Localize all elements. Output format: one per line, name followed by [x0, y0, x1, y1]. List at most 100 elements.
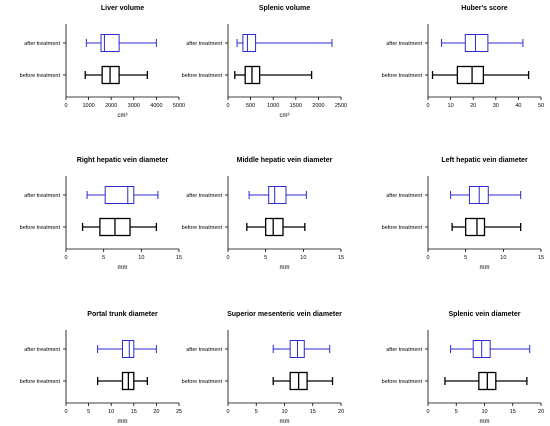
- x-tick-label: 4000: [150, 103, 162, 109]
- panel-title: Huber's score: [461, 5, 508, 12]
- x-tick-label: 10: [281, 409, 287, 415]
- x-tick-label: 0: [426, 103, 429, 109]
- chart-panel: Superior mesenteric vein diameter 0 5 10 15 2…: [182, 311, 344, 425]
- iqr-box: [456, 65, 485, 85]
- x-tick-label: 0: [64, 255, 67, 261]
- x-tick-label: 15: [510, 409, 516, 415]
- panel-title: Splenic volume: [259, 5, 310, 12]
- x-tick-label: 20: [153, 409, 159, 415]
- box-before-treatment: [84, 65, 149, 85]
- row-label: before treatment: [382, 225, 423, 231]
- x-tick-label: 0: [226, 103, 229, 109]
- iqr-box: [268, 186, 287, 204]
- panel-title: Liver volume: [101, 5, 144, 12]
- x-tick-label: 5: [102, 255, 105, 261]
- x-tick-label: 1000: [82, 103, 94, 109]
- x-tick-label: 40: [515, 103, 521, 109]
- chart-panel: Portal trunk diameter 0 5 10 15 20 25 mm after t…: [20, 311, 182, 425]
- box-after-treatment: [248, 186, 307, 204]
- row-label: after treatment: [24, 347, 60, 353]
- row-label: before treatment: [182, 73, 223, 79]
- box-before-treatment: [444, 371, 528, 391]
- row-label: after treatment: [386, 41, 422, 47]
- x-tick-label: 1000: [267, 103, 279, 109]
- chart-panel: Left hepatic vein diameter 0 5 10 15 mm after …: [382, 157, 544, 271]
- x-tick-label: 15: [310, 409, 316, 415]
- panel-title: Portal trunk diameter: [87, 311, 158, 318]
- x-tick-label: 10: [108, 409, 114, 415]
- x-tick-label: 0: [226, 255, 229, 261]
- x-tick-label: 10: [448, 103, 454, 109]
- box-before-treatment: [246, 217, 306, 237]
- x-axis-label: mm: [280, 419, 290, 425]
- x-axis-label: mm: [480, 419, 490, 425]
- box-after-treatment: [236, 34, 333, 52]
- box-after-treatment: [85, 34, 157, 52]
- chart-panel: Splenic vein diameter 0 5 10 15 20 mm after tre…: [382, 311, 544, 425]
- row-label: after treatment: [186, 347, 222, 353]
- row-label: before treatment: [182, 379, 223, 385]
- chart-panel: Liver volume 0 1000 2000 3000 4000 5000 cm³ afte…: [20, 5, 185, 119]
- iqr-box: [464, 34, 489, 52]
- x-tick-label: 5000: [173, 103, 185, 109]
- row-label: before treatment: [20, 225, 61, 231]
- x-tick-label: 10: [481, 409, 487, 415]
- x-tick-label: 5: [264, 255, 267, 261]
- x-tick-label: 15: [131, 409, 137, 415]
- box-after-treatment: [450, 186, 522, 204]
- row-label: before treatment: [382, 73, 423, 79]
- iqr-box: [242, 34, 257, 52]
- x-axis-label: mm: [480, 265, 490, 271]
- chart-panel: Middle hepatic vein diameter 0 5 10 15 mm afte…: [182, 157, 344, 271]
- x-tick-label: 3000: [128, 103, 140, 109]
- x-tick-label: 20: [538, 409, 544, 415]
- x-tick-label: 2000: [312, 103, 324, 109]
- x-tick-label: 10: [300, 255, 306, 261]
- row-label: after treatment: [186, 41, 222, 47]
- x-tick-label: 0: [226, 409, 229, 415]
- chart-panel: Splenic volume 0 500 1000 1500 2000 2500 cm³ aft…: [182, 5, 347, 119]
- chart-panel: Right hepatic vein diameter 0 5 10 15 mm after…: [20, 157, 182, 271]
- x-tick-label: 30: [493, 103, 499, 109]
- x-tick-label: 0: [64, 409, 67, 415]
- row-label: before treatment: [20, 73, 61, 79]
- x-tick-label: 20: [338, 409, 344, 415]
- row-label: after treatment: [386, 347, 422, 353]
- box-before-treatment: [272, 371, 334, 391]
- panel-title: Left hepatic vein diameter: [441, 157, 528, 164]
- box-after-treatment: [97, 340, 157, 358]
- row-label: after treatment: [24, 193, 60, 199]
- iqr-box: [100, 34, 120, 52]
- panel-title: Right hepatic vein diameter: [77, 157, 169, 164]
- x-tick-label: 1500: [290, 103, 302, 109]
- chart-panel: Huber's score 0 10 20 30 40 50 after treatment b…: [382, 5, 544, 109]
- panel-title: Middle hepatic vein diameter: [237, 157, 333, 164]
- x-axis-label: cm³: [118, 113, 128, 119]
- row-label: before treatment: [182, 225, 223, 231]
- box-after-treatment: [450, 340, 531, 358]
- row-label: before treatment: [20, 379, 61, 385]
- x-tick-label: 15: [538, 255, 544, 261]
- x-axis-label: mm: [280, 265, 290, 271]
- iqr-box: [465, 217, 486, 237]
- row-label: before treatment: [382, 379, 423, 385]
- x-tick-label: 5: [255, 409, 258, 415]
- x-tick-label: 5: [464, 255, 467, 261]
- x-tick-label: 0: [426, 409, 429, 415]
- x-tick-label: 25: [176, 409, 182, 415]
- x-axis-label: mm: [118, 265, 128, 271]
- x-tick-label: 15: [176, 255, 182, 261]
- x-tick-label: 10: [500, 255, 506, 261]
- box-before-treatment: [96, 371, 149, 391]
- box-before-treatment: [451, 217, 522, 237]
- x-tick-label: 5: [455, 409, 458, 415]
- panel-title: Splenic vein diameter: [449, 311, 521, 318]
- box-before-treatment: [234, 65, 313, 85]
- box-after-treatment: [441, 34, 524, 52]
- x-axis-label: mm: [118, 419, 128, 425]
- box-after-treatment: [86, 186, 159, 204]
- x-tick-label: 5: [87, 409, 90, 415]
- box-before-treatment: [81, 217, 158, 237]
- row-label: after treatment: [186, 193, 222, 199]
